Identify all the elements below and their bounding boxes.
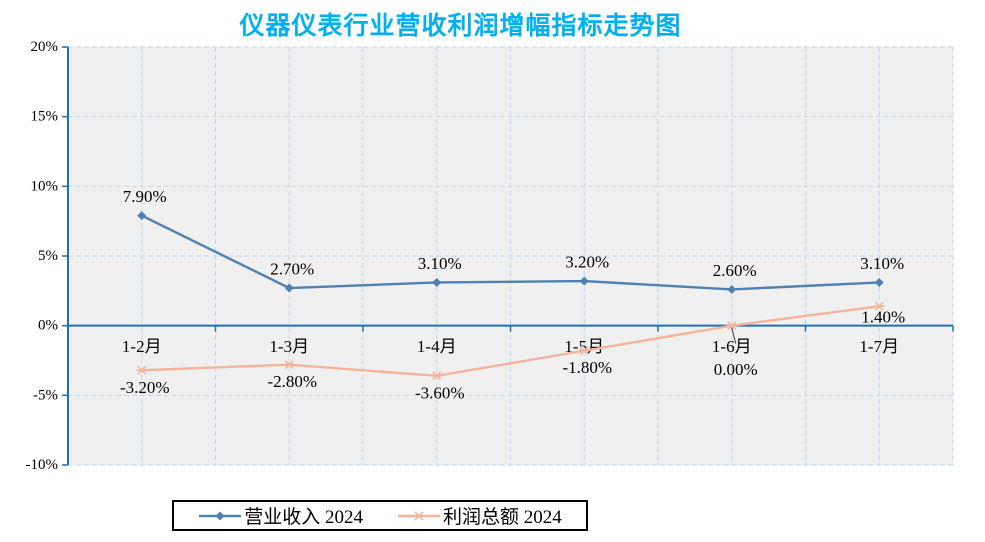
series-line-0 (141, 214, 880, 291)
data-point-label: 1.40% (861, 308, 905, 327)
legend-item-total-profit: 利润总额 2024 (397, 502, 562, 529)
diamond-marker-icon (137, 211, 147, 221)
asterisk-marker-icon (136, 365, 148, 375)
legend-swatch-pink-asterisk-line-icon (398, 510, 440, 521)
data-point-label: 3.10% (418, 254, 462, 273)
x-axis-category-label: 1-3月 (269, 337, 309, 356)
data-point-label: -3.20% (120, 378, 170, 397)
y-axis-tick-label: -5% (33, 387, 58, 403)
diamond-marker-icon (727, 284, 737, 294)
data-point-label: 3.20% (565, 253, 609, 272)
data-point-label: 3.10% (860, 254, 904, 273)
y-axis-tick-label: 0% (38, 318, 58, 334)
data-point-label: -2.80% (267, 372, 317, 391)
y-axis-tick-label: 5% (38, 248, 58, 264)
diamond-marker-icon (432, 277, 442, 287)
data-label-leader-line (731, 327, 737, 344)
line-chart-plot: 20%15%10%5%0%-5%-10%1-2月 1-3月 1-4月 1-5月 1-6月… (26, 39, 954, 473)
chart-title: 仪器仪表行业营收利润增幅指标走势图 (239, 12, 682, 40)
y-axis-tick-label: 20% (31, 39, 59, 55)
y-axis-tick-label: 15% (31, 109, 59, 125)
legend-box: 营业收入 2024 利润总额 2024 (172, 500, 588, 531)
diamond-marker-icon (874, 277, 884, 287)
diamond-marker-icon (284, 283, 294, 293)
data-point-label: 2.70% (270, 260, 314, 279)
x-axis-category-label: 1-4月 (417, 337, 457, 356)
y-axis-tick-label: 10% (31, 178, 59, 194)
asterisk-marker-icon (431, 371, 443, 381)
series-line-1 (141, 304, 880, 378)
legend-item-operating-revenue: 营业收入 2024 (198, 502, 363, 529)
data-point-label: 2.60% (713, 261, 757, 280)
asterisk-marker-icon (873, 301, 885, 311)
x-axis-category-label: 1-6月 (712, 337, 752, 356)
y-axis-tick-label: -10% (26, 457, 59, 473)
diamond-marker-icon (579, 276, 589, 286)
asterisk-marker-icon (578, 346, 590, 356)
legend-label-operating-revenue: 营业收入 2024 (244, 507, 363, 528)
asterisk-marker-icon (726, 321, 738, 331)
x-axis-category-label: 1-2月 (122, 337, 162, 356)
data-point-label: -3.60% (415, 383, 465, 402)
data-point-label: 0.00% (714, 360, 758, 379)
data-point-label: -1.80% (562, 358, 612, 377)
legend-label-total-profit: 利润总额 2024 (443, 507, 562, 528)
x-axis-category-label: 1-7月 (859, 337, 899, 356)
asterisk-marker-icon (283, 360, 295, 370)
data-point-label: 7.90% (123, 187, 167, 206)
legend-swatch-blue-diamond-line-icon (199, 511, 242, 520)
